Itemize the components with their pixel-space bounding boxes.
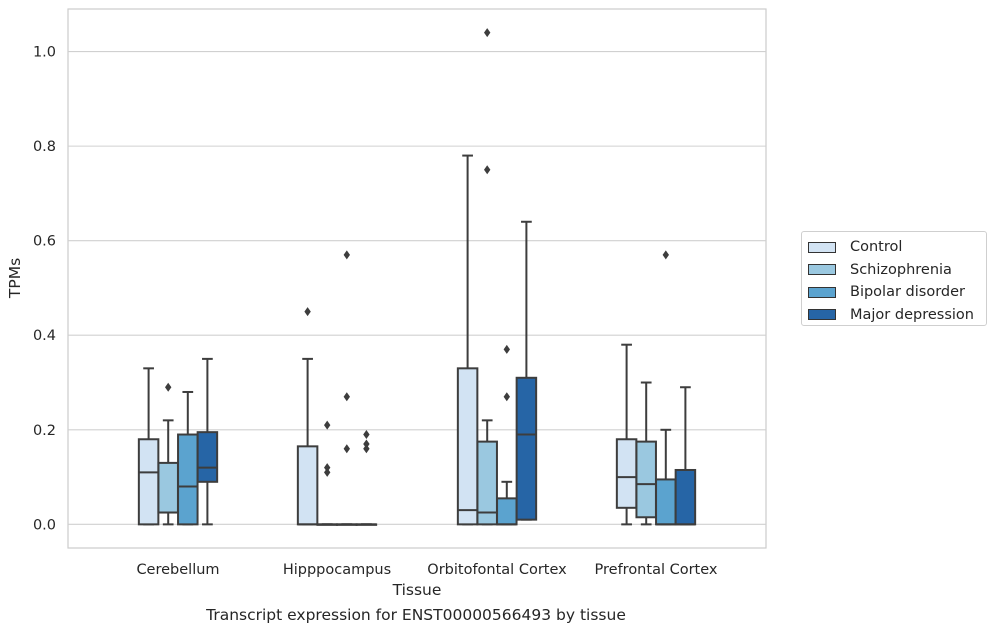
x-axis-label: Tissue (392, 581, 442, 599)
box-body (157, 461, 179, 514)
box-body (456, 367, 479, 526)
legend-swatch (808, 241, 836, 253)
outlier-point (343, 250, 350, 260)
outlier-point (484, 28, 491, 38)
box-body (635, 440, 657, 519)
box-body (515, 376, 538, 521)
outlier-point (484, 165, 491, 175)
box-body (196, 431, 219, 483)
box-3-3 (674, 386, 697, 526)
box-0-1 (157, 382, 179, 526)
outlier-point (363, 439, 370, 449)
y-tick-label: 0.4 (33, 328, 56, 344)
outlier-point (503, 392, 510, 402)
box-2-1 (476, 28, 498, 526)
box-layer (137, 28, 697, 526)
outlier-point (304, 307, 311, 317)
box-body (177, 433, 199, 526)
box-body (615, 438, 638, 509)
legend-label: Bipolar disorder (850, 284, 965, 301)
x-tick-label: Orbitofontal Cortex (427, 562, 567, 578)
box-0-2 (177, 390, 199, 526)
outlier-point (324, 467, 331, 477)
legend-item: Control (808, 236, 986, 259)
outlier-point (363, 444, 370, 454)
legend-label: Major depression (850, 306, 974, 323)
chart-caption: Transcript expression for ENST0000056649… (206, 606, 626, 624)
y-axis: 0.0 0.2 0.4 0.6 0.8 1.0 (33, 45, 56, 534)
outlier-point (662, 250, 669, 260)
legend-item: Bipolar disorder (808, 281, 986, 304)
x-tick-label: Hipppocampus (283, 562, 391, 578)
legend-swatch (808, 309, 836, 321)
box-3-1 (635, 381, 657, 526)
legend: Control Schizophrenia Bipolar disorder Majo… (801, 231, 987, 326)
box-2-2 (496, 344, 518, 526)
box-0-0 (137, 367, 160, 526)
y-axis-label: TPMs (6, 258, 24, 299)
y-tick-label: 0.6 (33, 234, 56, 250)
x-tick-label: Prefrontal Cortex (595, 562, 718, 578)
outlier-point (343, 392, 350, 402)
box-body (476, 440, 498, 526)
legend-label: Schizophrenia (850, 261, 952, 278)
box-body (296, 445, 319, 526)
box-3-2 (655, 250, 677, 526)
box-1-3 (355, 430, 378, 526)
outlier-point (324, 420, 331, 430)
outlier-point (503, 344, 510, 354)
box-0-3 (196, 357, 219, 526)
legend-label: Control (850, 239, 903, 256)
box-1-1 (316, 420, 338, 526)
box-body (674, 468, 697, 526)
box-body (655, 478, 677, 526)
box-body (496, 497, 518, 526)
y-tick-label: 1.0 (33, 45, 56, 61)
box-1-0 (296, 307, 319, 526)
legend-item: Schizophrenia (808, 259, 986, 282)
outlier-point (343, 444, 350, 454)
box-3-0 (615, 343, 638, 526)
y-tick-label: 0.0 (33, 517, 56, 533)
box-body (137, 438, 160, 526)
outlier-point (363, 430, 370, 440)
legend-swatch (808, 264, 836, 276)
outlier-point (324, 463, 331, 473)
outlier-point (165, 382, 172, 392)
box-1-2 (336, 250, 358, 526)
x-axis: Cerebellum Hipppocampus Orbitofontal Corte… (136, 562, 717, 578)
legend-swatch (808, 286, 836, 298)
y-tick-label: 0.8 (33, 139, 56, 155)
legend-item: Major depression (808, 304, 986, 327)
y-tick-label: 0.2 (33, 423, 56, 439)
x-tick-label: Cerebellum (136, 562, 219, 578)
box-2-3 (515, 220, 538, 521)
